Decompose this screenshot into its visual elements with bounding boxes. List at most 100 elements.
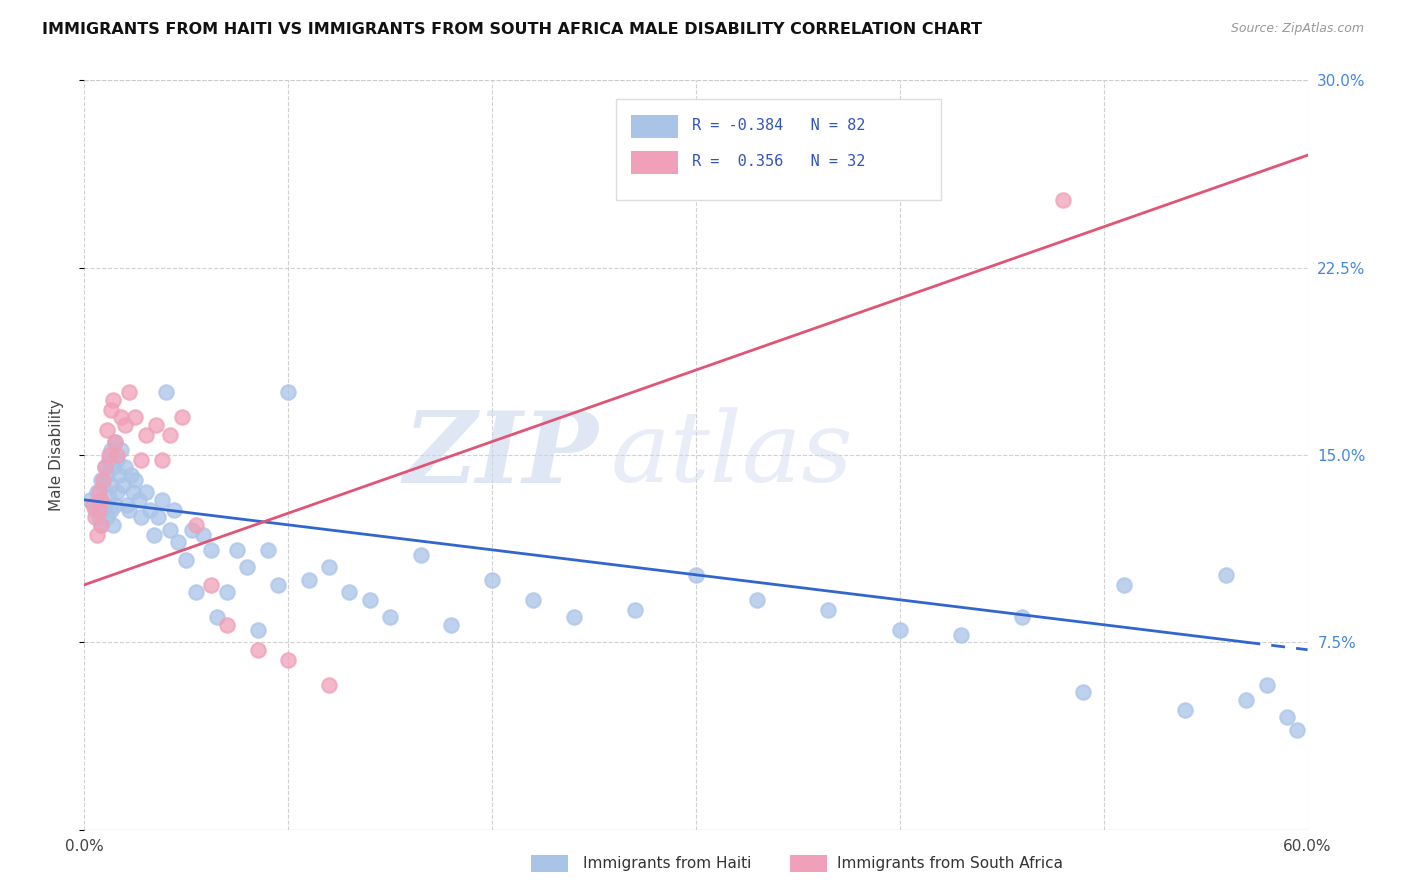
Point [409, 548, 432, 562]
Point [105, 453, 128, 467]
Text: ZIP: ZIP [404, 407, 598, 503]
Point [1011, 610, 1033, 624]
Point [118, 503, 141, 517]
Point [115, 498, 138, 512]
Point [114, 460, 136, 475]
Point [86, 485, 108, 500]
Text: R =  0.356   N = 32: R = 0.356 N = 32 [692, 154, 866, 169]
Point [108, 467, 131, 482]
Point [79, 492, 101, 507]
Point [138, 503, 160, 517]
Point [101, 460, 124, 475]
Point [131, 453, 153, 467]
Text: R = -0.384   N = 82: R = -0.384 N = 82 [692, 119, 866, 134]
Point [87, 510, 110, 524]
Point [1236, 692, 1258, 706]
Point [257, 542, 280, 557]
Point [155, 385, 177, 400]
Point [96, 467, 118, 482]
Point [359, 592, 381, 607]
Point [1174, 703, 1197, 717]
Point [277, 653, 299, 667]
Point [93, 460, 115, 475]
Point [172, 410, 194, 425]
Point [1256, 678, 1278, 692]
Point [159, 428, 181, 442]
Point [191, 528, 214, 542]
Point [97, 453, 120, 467]
Point [246, 623, 269, 637]
Point [246, 642, 269, 657]
Point [101, 392, 124, 407]
Point [135, 428, 157, 442]
Point [118, 385, 141, 400]
Point [131, 510, 153, 524]
FancyBboxPatch shape [616, 99, 941, 200]
Point [96, 510, 118, 524]
Point [1286, 723, 1309, 737]
Text: Source: ZipAtlas.com: Source: ZipAtlas.com [1230, 22, 1364, 36]
Point [522, 592, 544, 607]
Point [105, 485, 128, 500]
Point [163, 503, 186, 517]
Point [1052, 193, 1074, 207]
Point [318, 678, 340, 692]
Point [97, 448, 120, 462]
Point [122, 485, 145, 500]
Point [91, 473, 114, 487]
Point [110, 410, 132, 425]
Point [91, 478, 114, 492]
Point [318, 560, 340, 574]
Point [86, 528, 108, 542]
Point [93, 460, 115, 475]
Point [562, 610, 585, 624]
Text: Immigrants from South Africa: Immigrants from South Africa [837, 856, 1063, 871]
Point [100, 442, 122, 457]
Point [217, 617, 239, 632]
Point [146, 510, 169, 524]
Point [90, 517, 112, 532]
Point [200, 542, 222, 557]
Point [174, 553, 197, 567]
Bar [631, 115, 678, 138]
Point [114, 417, 136, 432]
Point [97, 491, 120, 505]
Point [267, 578, 290, 592]
Point [950, 628, 973, 642]
Point [87, 503, 110, 517]
Point [380, 610, 402, 624]
Point [105, 448, 128, 462]
Point [83, 503, 105, 517]
Point [1114, 578, 1136, 592]
Point [90, 473, 112, 487]
Point [186, 517, 208, 532]
Point [217, 585, 239, 599]
Point [236, 560, 259, 574]
Point [101, 517, 124, 532]
Point [87, 485, 110, 500]
Point [205, 610, 228, 624]
Point [150, 453, 173, 467]
Point [87, 498, 110, 512]
Point [167, 535, 190, 549]
Text: Immigrants from Haiti: Immigrants from Haiti [583, 856, 752, 871]
Point [104, 435, 127, 450]
Text: IMMIGRANTS FROM HAITI VS IMMIGRANTS FROM SOUTH AFRICA MALE DISABILITY CORRELATIO: IMMIGRANTS FROM HAITI VS IMMIGRANTS FROM… [42, 22, 983, 37]
Point [110, 442, 132, 457]
Point [1215, 567, 1237, 582]
Point [339, 585, 361, 599]
Point [104, 498, 127, 512]
Point [100, 503, 122, 517]
Point [150, 492, 173, 507]
Point [100, 403, 122, 417]
Point [124, 410, 146, 425]
Text: atlas: atlas [610, 408, 853, 502]
Point [481, 573, 503, 587]
Point [440, 617, 463, 632]
Point [112, 478, 135, 492]
Point [159, 523, 181, 537]
Point [200, 578, 222, 592]
Point [277, 385, 299, 400]
Point [128, 492, 150, 507]
Point [889, 623, 911, 637]
